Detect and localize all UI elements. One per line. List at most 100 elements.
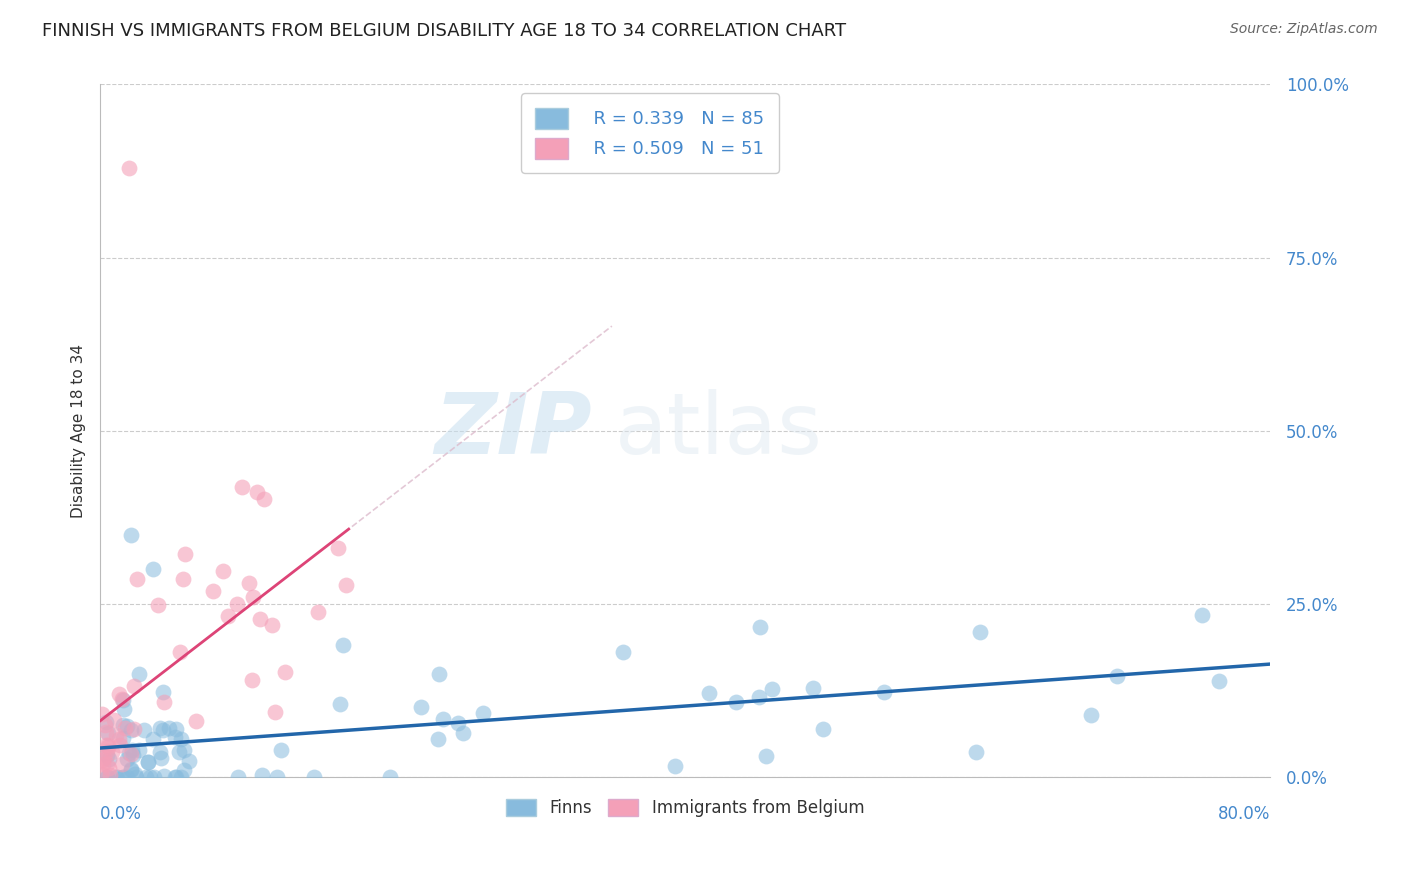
Point — [226, 770, 249, 784]
Point — [97, 752, 120, 766]
Point — [117, 770, 139, 784]
Point — [173, 743, 195, 757]
Point — [212, 564, 235, 578]
Point — [94, 739, 117, 753]
Point — [170, 732, 193, 747]
Point — [172, 572, 194, 586]
Point — [250, 768, 273, 782]
Point — [93, 751, 115, 765]
Point — [122, 679, 145, 693]
Point — [755, 748, 778, 763]
Point — [263, 705, 285, 719]
Point — [664, 759, 686, 773]
Point — [136, 755, 159, 769]
Point — [112, 718, 135, 732]
Point — [96, 744, 118, 758]
Point — [138, 770, 160, 784]
Point — [801, 681, 824, 695]
Point — [170, 770, 193, 784]
Point — [98, 761, 121, 775]
Point — [115, 719, 138, 733]
Text: Source: ZipAtlas.com: Source: ZipAtlas.com — [1230, 22, 1378, 37]
Text: 80.0%: 80.0% — [1218, 805, 1270, 822]
Point — [335, 578, 357, 592]
Point — [122, 748, 145, 763]
Point — [811, 722, 834, 736]
Point — [426, 732, 449, 747]
Point — [177, 755, 200, 769]
Point — [165, 722, 187, 736]
Point — [186, 714, 208, 729]
Point — [149, 751, 172, 765]
Point — [246, 484, 269, 499]
Text: 0.0%: 0.0% — [100, 805, 142, 822]
Point — [153, 695, 176, 709]
Point — [231, 480, 253, 494]
Point — [90, 767, 112, 781]
Point — [266, 770, 288, 784]
Point — [270, 743, 292, 757]
Point — [969, 624, 991, 639]
Point — [249, 612, 271, 626]
Point — [226, 597, 249, 611]
Point — [111, 731, 134, 746]
Point — [100, 768, 122, 782]
Point — [91, 707, 114, 722]
Text: ZIP: ZIP — [434, 389, 592, 472]
Point — [94, 714, 117, 729]
Point — [326, 541, 349, 556]
Point — [112, 702, 135, 716]
Point — [114, 721, 136, 735]
Point — [748, 620, 770, 634]
Point — [121, 743, 143, 757]
Point — [1107, 669, 1129, 683]
Point — [152, 684, 174, 698]
Point — [302, 770, 325, 784]
Y-axis label: Disability Age 18 to 34: Disability Age 18 to 34 — [72, 343, 86, 517]
Point — [120, 762, 142, 776]
Point — [253, 491, 276, 506]
Point — [108, 731, 131, 746]
Point — [427, 667, 450, 681]
Point — [153, 769, 176, 783]
Point — [112, 770, 135, 784]
Point — [91, 757, 114, 772]
Point — [136, 755, 159, 769]
Point — [167, 745, 190, 759]
Point — [149, 745, 172, 759]
Point — [725, 695, 748, 709]
Point — [104, 728, 127, 742]
Point — [120, 723, 142, 737]
Point — [110, 738, 132, 752]
Point — [111, 756, 134, 771]
Point — [748, 690, 770, 705]
Point — [132, 723, 155, 737]
Text: FINNISH VS IMMIGRANTS FROM BELGIUM DISABILITY AGE 18 TO 34 CORRELATION CHART: FINNISH VS IMMIGRANTS FROM BELGIUM DISAB… — [42, 22, 846, 40]
Point — [217, 609, 239, 624]
Point — [118, 161, 141, 175]
Point — [122, 723, 145, 737]
Point — [128, 667, 150, 681]
Point — [127, 572, 149, 586]
Point — [124, 770, 146, 784]
Point — [117, 747, 139, 761]
Point — [97, 740, 120, 755]
Point — [124, 767, 146, 781]
Point — [120, 527, 142, 541]
Point — [965, 745, 987, 759]
Point — [274, 665, 297, 680]
Point — [1191, 608, 1213, 623]
Point — [111, 693, 134, 707]
Point — [96, 770, 118, 784]
Point — [201, 584, 224, 599]
Point — [104, 770, 127, 784]
Point — [94, 718, 117, 732]
Text: atlas: atlas — [614, 389, 823, 472]
Point — [120, 763, 142, 777]
Point — [111, 691, 134, 706]
Point — [873, 685, 896, 699]
Point — [165, 770, 187, 784]
Point — [149, 721, 172, 735]
Point — [105, 770, 128, 784]
Point — [472, 706, 495, 720]
